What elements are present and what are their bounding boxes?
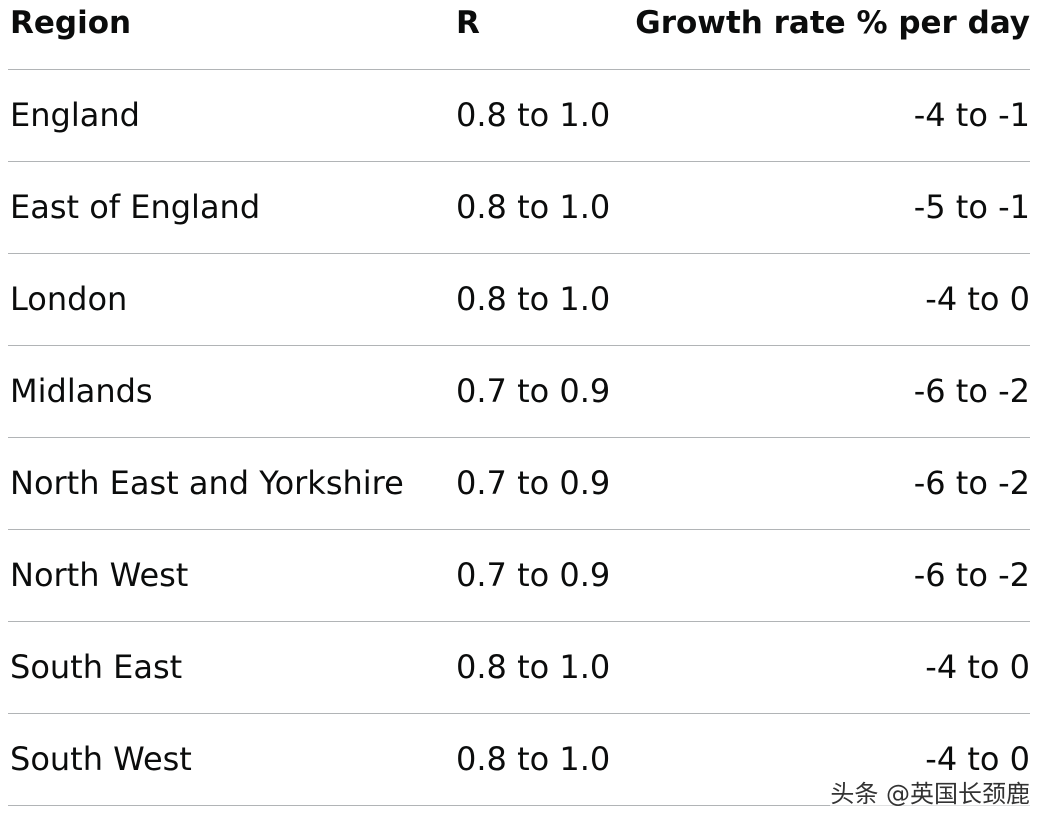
row-divider	[8, 621, 1030, 622]
table-cell: -6 to -2	[913, 556, 1030, 594]
table-cell: 0.8 to 1.0	[456, 648, 611, 686]
table-cell: Midlands	[10, 372, 153, 410]
table-cell: 0.7 to 0.9	[456, 464, 611, 502]
table-cell: -4 to -1	[913, 96, 1030, 134]
table-cell: 0.8 to 1.0	[456, 280, 611, 318]
table-cell: South East	[10, 648, 183, 686]
table-cell: South West	[10, 740, 192, 778]
row-divider	[8, 437, 1030, 438]
row-divider	[8, 161, 1030, 162]
table-cell: East of England	[10, 188, 261, 226]
header-cell: Growth rate % per day	[635, 5, 1030, 41]
row-divider	[8, 253, 1030, 254]
row-divider	[8, 805, 1030, 806]
table-cell: -6 to -2	[913, 464, 1030, 502]
row-divider	[8, 69, 1030, 70]
table-cell: -4 to 0	[925, 740, 1030, 778]
table-cell: 0.8 to 1.0	[456, 96, 611, 134]
table-cell: -4 to 0	[925, 648, 1030, 686]
table-cell: -6 to -2	[913, 372, 1030, 410]
table-cell: 0.7 to 0.9	[456, 556, 611, 594]
watermark: 头条 @英国长颈鹿	[830, 774, 1030, 809]
table-cell: -5 to -1	[913, 188, 1030, 226]
header-cell: R	[456, 5, 480, 41]
row-divider	[8, 529, 1030, 530]
table-cell: 0.8 to 1.0	[456, 188, 611, 226]
table-cell: North West	[10, 556, 189, 594]
header-cell: Region	[10, 5, 132, 41]
table-cell: England	[10, 96, 140, 134]
table-cell: 0.7 to 0.9	[456, 372, 611, 410]
table-cell: North East and Yorkshire	[10, 464, 404, 502]
row-divider	[8, 345, 1030, 346]
table-cell: 0.8 to 1.0	[456, 740, 611, 778]
row-divider	[8, 713, 1030, 714]
table-cell: London	[10, 280, 128, 318]
table-cell: -4 to 0	[925, 280, 1030, 318]
